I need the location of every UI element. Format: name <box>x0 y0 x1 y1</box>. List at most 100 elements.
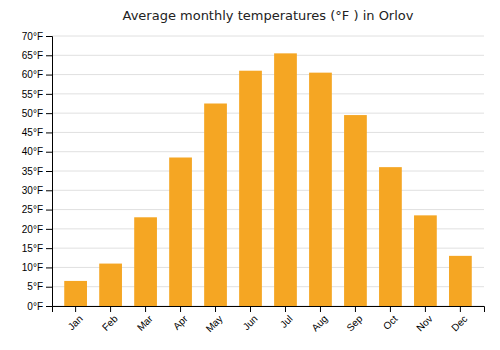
y-tick: 40°F <box>22 146 52 157</box>
y-tick: 30°F <box>22 185 52 196</box>
bar <box>414 215 437 306</box>
y-tick-mark <box>46 171 52 172</box>
bar <box>344 115 367 306</box>
grid-line <box>52 132 484 133</box>
x-tick-label: Jun <box>241 313 260 332</box>
x-tick-label: Apr <box>171 313 190 332</box>
x-tick-label: Nov <box>414 313 434 333</box>
chart-container: 0°F 5°F 10°F 15°F 20°F 25°F 30°F 35°F 40°F 45°F 50… <box>0 0 500 350</box>
x-tick: Mar <box>135 306 155 333</box>
y-tick-mark <box>46 210 52 211</box>
y-tick-label: 20°F <box>22 224 43 235</box>
y-tick: 50°F <box>22 108 52 119</box>
bar <box>134 217 157 306</box>
y-tick: 10°F <box>22 262 52 273</box>
y-tick: 15°F <box>22 243 52 254</box>
y-tick: 35°F <box>22 166 52 177</box>
plot-area: 0°F 5°F 10°F 15°F 20°F 25°F 30°F 35°F 40°F 45°F 50… <box>22 31 485 335</box>
grid-line <box>52 190 484 191</box>
y-tick-mark <box>46 75 52 76</box>
x-tick-mark <box>390 306 391 312</box>
y-tick: 60°F <box>22 69 52 80</box>
x-tick-label: Sep <box>344 313 365 334</box>
x-tick: Nov <box>414 306 434 333</box>
x-tick: Dec <box>449 306 469 333</box>
grid-line <box>52 171 484 172</box>
bar <box>379 167 402 306</box>
x-axis-line <box>53 307 485 313</box>
x-tick-mark <box>250 306 251 312</box>
x-tick: May <box>204 306 225 334</box>
y-tick-mark <box>46 36 52 37</box>
y-tick-mark <box>46 267 52 268</box>
y-tick: 0°F <box>27 301 52 312</box>
bar <box>449 256 472 306</box>
x-tick-mark <box>75 306 76 312</box>
x-tick-mark <box>460 306 461 312</box>
x-tick-label: Dec <box>449 313 469 333</box>
x-tick-mark <box>425 306 426 312</box>
y-tick-label: 40°F <box>22 146 43 157</box>
x-tick-label: Feb <box>100 313 120 333</box>
x-tick-mark <box>320 306 321 312</box>
y-tick-mark <box>46 94 52 95</box>
x-tick-mark <box>215 306 216 312</box>
y-tick-label: 10°F <box>22 262 43 273</box>
x-tick: Jul <box>278 306 295 330</box>
grid-line <box>52 113 484 114</box>
y-tick-mark <box>46 190 52 191</box>
grid-line <box>52 74 484 75</box>
bar <box>239 71 262 306</box>
x-tick: Apr <box>171 306 190 332</box>
y-tick-label: 5°F <box>27 281 43 292</box>
y-tick-mark <box>46 152 52 153</box>
x-tick-label: Mar <box>135 313 155 333</box>
x-tick-label: Aug <box>309 313 329 333</box>
grid-line <box>52 55 484 56</box>
y-tick: 5°F <box>27 281 52 292</box>
x-tick-mark <box>145 306 146 312</box>
bar <box>309 73 332 306</box>
x-tick-mark <box>285 306 286 312</box>
y-tick-label: 65°F <box>22 50 43 61</box>
grid <box>52 36 484 306</box>
y-tick-label: 0°F <box>27 301 43 312</box>
y-tick-label: 35°F <box>22 166 43 177</box>
y-tick-label: 60°F <box>22 69 43 80</box>
grid-line <box>52 36 484 37</box>
y-tick-label: 30°F <box>22 185 43 196</box>
y-axis: 0°F 5°F 10°F 15°F 20°F 25°F 30°F 35°F 40°F 45°F 50… <box>22 31 53 312</box>
bar <box>274 53 297 306</box>
y-tick-mark <box>46 287 52 288</box>
y-tick-mark <box>46 132 52 133</box>
y-tick-label: 50°F <box>22 108 43 119</box>
x-axis: Jan Feb Mar Apr May Jun Jul Aug Sep Oct Nov Dec <box>53 306 485 334</box>
x-tick-label: May <box>204 313 225 334</box>
y-tick-mark <box>46 248 52 249</box>
x-tick: Aug <box>309 306 329 333</box>
x-tick: Jan <box>66 306 85 332</box>
x-tick: Jun <box>241 306 260 332</box>
bar <box>64 281 87 306</box>
bar <box>169 158 192 307</box>
y-axis-line <box>46 37 53 307</box>
y-tick: 20°F <box>22 224 52 235</box>
bar <box>99 264 122 306</box>
x-tick-label: Oct <box>381 313 400 332</box>
y-tick-label: 15°F <box>22 243 43 254</box>
x-tick: Sep <box>344 306 365 333</box>
x-tick: Feb <box>100 306 120 333</box>
chart-title: Average monthly temperatures (°F ) in Or… <box>123 8 414 23</box>
y-tick-mark <box>46 113 52 114</box>
y-tick: 25°F <box>22 204 52 215</box>
y-tick-mark <box>46 306 52 307</box>
bar <box>204 104 227 307</box>
y-tick: 45°F <box>22 127 52 138</box>
y-tick: 70°F <box>22 31 52 42</box>
y-tick-label: 55°F <box>22 89 43 100</box>
y-tick-mark <box>46 55 52 56</box>
grid-line <box>52 93 484 94</box>
y-tick-label: 25°F <box>22 204 43 215</box>
grid-line <box>52 151 484 152</box>
y-tick-label: 70°F <box>22 31 43 42</box>
